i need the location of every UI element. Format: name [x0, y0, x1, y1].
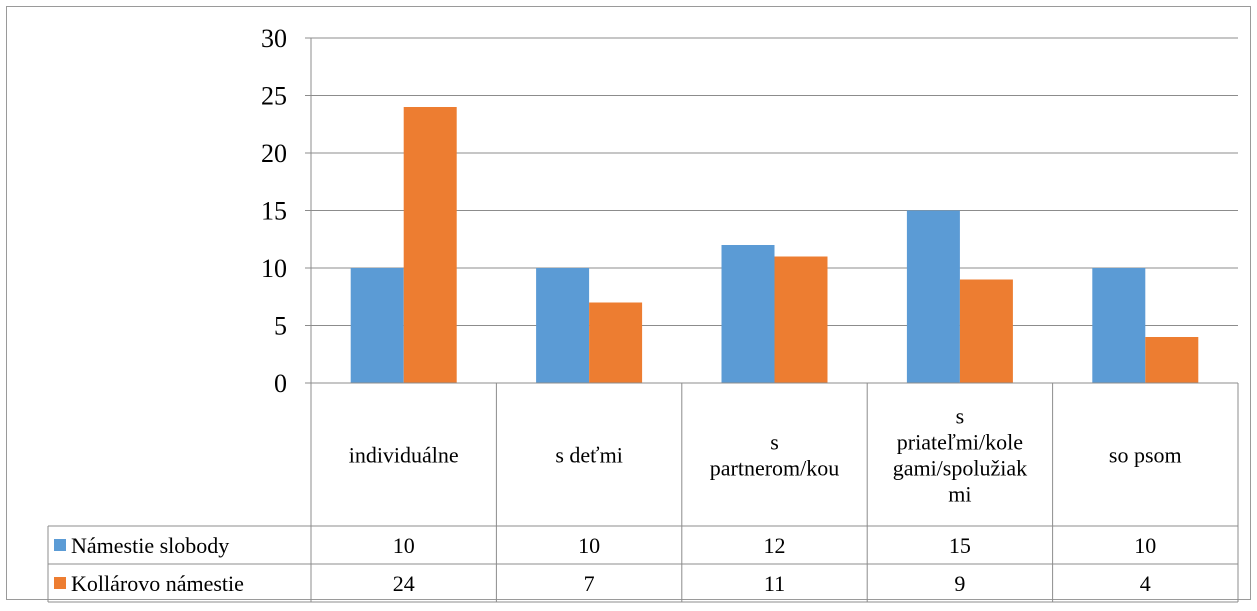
data-table-value: 10: [1134, 533, 1156, 558]
data-table-value: 11: [764, 571, 785, 596]
bar-namestie-slobody: [350, 268, 404, 383]
data-table-value: 4: [1140, 571, 1151, 596]
legend-key-kollarovo-namestie: [54, 577, 66, 589]
y-tick-label: 5: [274, 312, 287, 341]
category-label: s: [956, 404, 965, 429]
data-table-value: 15: [949, 533, 971, 558]
category-label: s deťmi: [555, 443, 622, 468]
category-label: so psom: [1109, 443, 1182, 468]
bar-kollarovo-namestie: [403, 107, 457, 383]
legend-label: Námestie slobody: [71, 533, 229, 558]
category-label: priateľmi/kole: [897, 430, 1023, 455]
y-tick-label: 0: [274, 369, 287, 398]
data-table-value: 10: [578, 533, 600, 558]
y-tick-label: 10: [261, 254, 287, 283]
data-table: individuálne s deťmispartnerom/kouspriate…: [47, 382, 1239, 603]
data-table-value: 7: [584, 571, 595, 596]
bar-kollarovo-namestie: [589, 302, 643, 383]
category-label: mi: [948, 482, 971, 507]
bar-namestie-slobody: [1092, 268, 1146, 383]
y-tick-label: 25: [261, 82, 287, 111]
bar-namestie-slobody: [906, 210, 960, 383]
bar-namestie-slobody: [536, 268, 590, 383]
data-table-value: 24: [393, 571, 415, 596]
y-tick-label: 30: [261, 24, 287, 53]
bars: [350, 107, 1199, 383]
y-axis: 0 5 10 15 20 25 30: [261, 24, 312, 398]
category-label: gami/spolužiak: [893, 456, 1027, 481]
category-label: partnerom/kou: [710, 456, 840, 481]
category-label: individuálne: [349, 443, 459, 468]
y-tick-label: 15: [261, 197, 287, 226]
data-table-value: 9: [954, 571, 965, 596]
legend-key-namestie-slobody: [54, 539, 66, 551]
y-tick-label: 20: [261, 139, 287, 168]
bar-kollarovo-namestie: [1145, 337, 1199, 383]
bar-kollarovo-namestie: [959, 279, 1013, 383]
data-table-value: 12: [764, 533, 786, 558]
legend-label: Kollárovo námestie: [71, 571, 244, 596]
bar-kollarovo-namestie: [774, 256, 828, 383]
data-table-value: 10: [393, 533, 415, 558]
bar-namestie-slobody: [721, 245, 775, 383]
category-label: s: [770, 430, 779, 455]
gridlines: [311, 37, 1238, 326]
